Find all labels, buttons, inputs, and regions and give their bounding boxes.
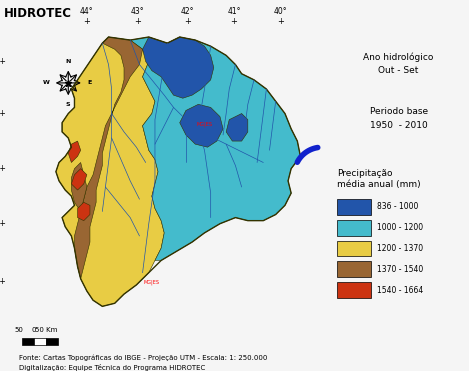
Polygon shape [71,162,87,211]
Polygon shape [75,37,143,279]
Text: 19°+: 19°+ [0,164,7,173]
Bar [337,220,371,236]
Text: +: + [230,17,237,26]
Text: Precipitação
média anual (mm): Precipitação média anual (mm) [337,169,421,190]
Text: 40°: 40° [273,7,287,16]
Text: 0: 0 [32,327,36,333]
Text: 20°+: 20°+ [0,219,7,228]
Polygon shape [71,169,87,190]
Bar [337,240,371,256]
Text: 836 - 1000: 836 - 1000 [377,202,418,211]
Text: 18°+: 18°+ [0,109,7,118]
Polygon shape [143,37,214,98]
Text: +: + [83,17,91,26]
Polygon shape [68,141,81,162]
Text: 43°: 43° [131,7,145,16]
Text: 1540 - 1664: 1540 - 1664 [377,286,423,295]
Text: 21°+: 21°+ [0,278,7,286]
Polygon shape [130,37,301,260]
Text: E: E [88,81,92,85]
Text: 1000 - 1200: 1000 - 1200 [377,223,423,232]
Text: 50 Km: 50 Km [35,327,57,333]
Bar [46,338,59,345]
Bar [337,261,371,277]
Text: 44°: 44° [80,7,94,16]
Text: Periodo base
1950  - 2010: Periodo base 1950 - 2010 [370,108,428,129]
Text: +: + [277,17,284,26]
Text: +: + [184,17,191,26]
Text: MG|ES: MG|ES [144,279,160,285]
Text: N: N [66,59,71,64]
Text: S: S [66,102,71,107]
Text: +: + [135,17,141,26]
Text: 1370 - 1540: 1370 - 1540 [377,265,423,274]
Text: W: W [43,81,50,85]
Bar [337,282,371,298]
Bar [22,338,34,345]
Text: HIDROTEC: HIDROTEC [4,7,72,20]
Text: Fonte: Cartas Topográficas do IBGE - Projeção UTM - Escala: 1: 250.000
Digitaliz: Fonte: Cartas Topográficas do IBGE - Pro… [19,355,267,371]
Polygon shape [226,114,248,141]
Text: Ano hidrológico
Out - Set: Ano hidrológico Out - Set [363,52,434,75]
Text: 50: 50 [15,327,23,333]
Polygon shape [180,104,223,147]
Text: 41°: 41° [227,7,241,16]
Polygon shape [56,37,164,306]
Bar [34,338,46,345]
Text: MG|ES: MG|ES [197,121,212,127]
Bar [337,199,371,215]
Polygon shape [77,202,90,221]
Text: 42°: 42° [181,7,194,16]
Text: 1200 - 1370: 1200 - 1370 [377,244,423,253]
Text: 17°+: 17°+ [0,57,7,66]
